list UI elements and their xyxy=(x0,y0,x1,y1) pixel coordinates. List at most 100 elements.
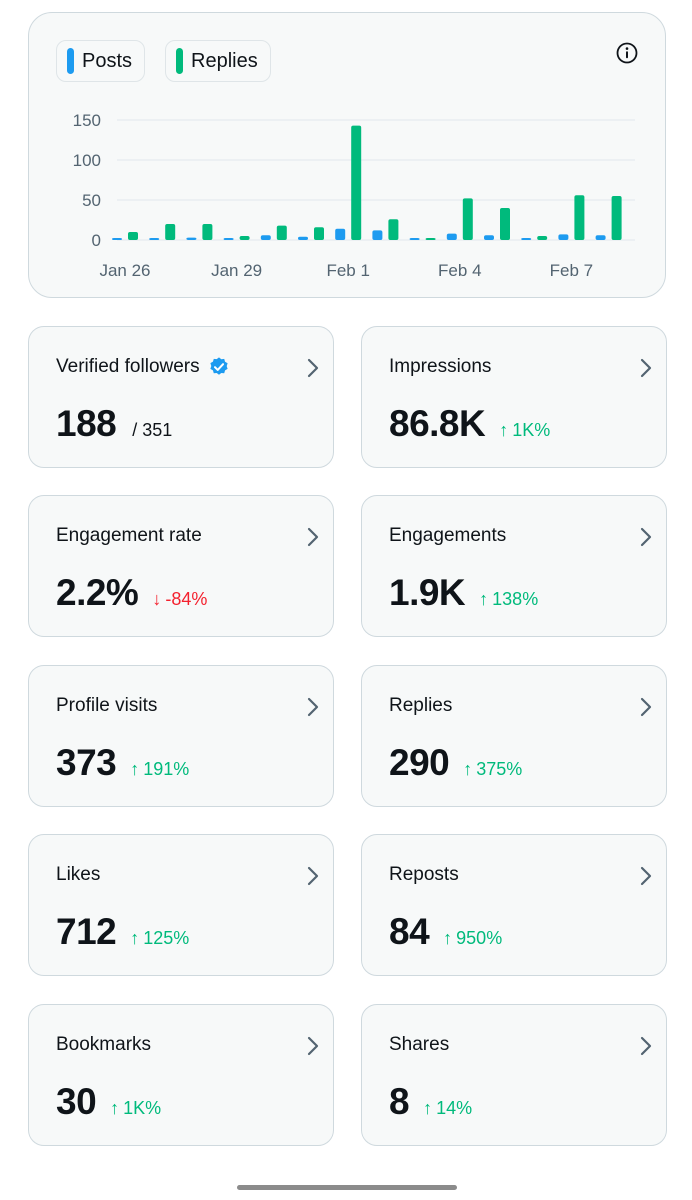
legend-posts-label: Posts xyxy=(82,49,133,72)
card-engagement-rate[interactable]: Engagement rate 2.2% ↓ -84% xyxy=(28,495,334,637)
card-label: Likes xyxy=(56,864,101,885)
chevron-right-icon xyxy=(307,358,319,378)
posts-bar xyxy=(409,238,420,240)
y-tick-label: 0 xyxy=(92,231,101,250)
arrow-up-icon: ↑ xyxy=(499,420,509,440)
card-value: 86.8K xyxy=(389,403,486,444)
card-label: Bookmarks xyxy=(56,1034,152,1055)
y-tick-label: 100 xyxy=(73,151,101,170)
replies-bar xyxy=(239,236,250,240)
arrow-up-icon: ↑ xyxy=(479,589,489,609)
card-label-text: Verified followers xyxy=(56,356,200,377)
replies-bar xyxy=(462,198,473,240)
x-tick-label: Feb 7 xyxy=(550,261,593,280)
card-label: Replies xyxy=(389,695,453,716)
card-value-row: 84 ↑ 950% xyxy=(389,911,502,953)
chevron-right-icon xyxy=(307,866,319,886)
replies-bar xyxy=(574,195,585,240)
card-impressions[interactable]: Impressions 86.8K ↑ 1K% xyxy=(361,326,667,468)
card-value: 30 xyxy=(56,1081,97,1122)
card-value-row: 86.8K ↑ 1K% xyxy=(389,403,550,445)
card-value-row: 188 / 351 xyxy=(56,403,172,445)
card-value: 712 xyxy=(56,911,117,952)
replies-bar xyxy=(611,196,622,240)
replies-bar xyxy=(351,125,362,240)
legend-replies-toggle[interactable]: Replies xyxy=(165,40,271,82)
card-delta: ↑ 138% xyxy=(479,589,538,610)
card-delta: ↑ 14% xyxy=(423,1098,472,1119)
card-delta-value: 1K% xyxy=(123,1098,162,1118)
card-label: Shares xyxy=(389,1034,450,1055)
replies-bar xyxy=(202,224,213,240)
card-delta: ↑ 375% xyxy=(463,759,522,780)
card-delta-value: 125% xyxy=(143,928,190,948)
chevron-right-icon xyxy=(307,697,319,717)
card-delta-value: 138% xyxy=(492,589,539,609)
card-delta: ↑ 125% xyxy=(130,928,189,949)
card-delta: ↑ 1K% xyxy=(110,1098,161,1119)
card-shares[interactable]: Shares 8 ↑ 14% xyxy=(361,1004,667,1146)
replies-bar xyxy=(500,208,510,240)
card-value: 1.9K xyxy=(389,572,466,613)
arrow-up-icon: ↑ xyxy=(463,759,473,779)
replies-bar xyxy=(425,238,436,240)
card-delta: ↓ -84% xyxy=(152,589,207,610)
posts-bar xyxy=(149,238,160,240)
posts-bar xyxy=(335,228,346,240)
card-value-row: 290 ↑ 375% xyxy=(389,742,522,784)
card-reposts[interactable]: Reposts 84 ↑ 950% xyxy=(361,834,667,976)
replies-bar xyxy=(128,232,138,240)
arrow-down-icon: ↓ xyxy=(152,589,162,609)
card-label: Engagements xyxy=(389,525,507,546)
card-value-row: 373 ↑ 191% xyxy=(56,742,189,784)
posts-bar xyxy=(595,235,606,240)
arrow-up-icon: ↑ xyxy=(443,928,453,948)
card-verified-followers[interactable]: Verified followers 188 / 351 xyxy=(28,326,334,468)
arrow-up-icon: ↑ xyxy=(130,928,140,948)
posts-bar xyxy=(446,233,457,240)
posts-bar xyxy=(223,238,234,240)
card-value-row: 2.2% ↓ -84% xyxy=(56,572,207,614)
replies-bar xyxy=(276,225,287,240)
card-profile-visits[interactable]: Profile visits 373 ↑ 191% xyxy=(28,665,334,807)
activity-chart-card: 0 50 100 150 Jan 26 Jan 29 Feb 1 Feb 4 Feb 7 Pos… xyxy=(28,12,666,298)
chevron-right-icon xyxy=(307,1036,319,1056)
chevron-right-icon xyxy=(640,866,652,886)
replies-bar xyxy=(165,224,176,240)
x-tick-label: Jan 26 xyxy=(99,261,150,280)
card-delta-value: 14% xyxy=(436,1098,473,1118)
card-delta: ↑ 1K% xyxy=(499,420,550,441)
posts-bar xyxy=(372,230,383,240)
card-value: 373 xyxy=(56,742,117,783)
posts-bar xyxy=(558,234,569,240)
posts-bar xyxy=(260,235,271,240)
card-delta: ↑ 950% xyxy=(443,928,502,949)
y-tick-label: 150 xyxy=(73,111,101,130)
x-tick-label: Feb 1 xyxy=(326,261,369,280)
chevron-right-icon xyxy=(640,527,652,547)
card-total: / 351 xyxy=(132,420,173,440)
replies-bar xyxy=(537,236,548,240)
x-tick-label: Jan 29 xyxy=(211,261,262,280)
arrow-up-icon: ↑ xyxy=(423,1098,433,1118)
card-replies[interactable]: Replies 290 ↑ 375% xyxy=(361,665,667,807)
replies-swatch xyxy=(176,48,183,74)
card-delta: ↑ 191% xyxy=(130,759,189,780)
card-delta-value: 191% xyxy=(143,759,190,779)
card-label: Profile visits xyxy=(56,695,158,716)
card-label: Verified followers xyxy=(56,356,230,378)
home-indicator[interactable] xyxy=(237,1185,457,1190)
posts-swatch xyxy=(67,48,74,74)
legend-posts-toggle[interactable]: Posts xyxy=(56,40,146,82)
card-likes[interactable]: Likes 712 ↑ 125% xyxy=(28,834,334,976)
card-value: 188 xyxy=(56,403,117,444)
info-icon[interactable] xyxy=(615,41,639,65)
replies-bar xyxy=(388,219,399,240)
card-engagements[interactable]: Engagements 1.9K ↑ 138% xyxy=(361,495,667,637)
chevron-right-icon xyxy=(640,358,652,378)
verified-badge-icon xyxy=(210,357,228,375)
card-value: 8 xyxy=(389,1081,410,1122)
posts-bar xyxy=(112,238,122,240)
chevron-right-icon xyxy=(640,1036,652,1056)
card-bookmarks[interactable]: Bookmarks 30 ↑ 1K% xyxy=(28,1004,334,1146)
